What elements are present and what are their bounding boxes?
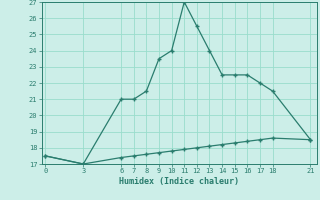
X-axis label: Humidex (Indice chaleur): Humidex (Indice chaleur) bbox=[119, 177, 239, 186]
